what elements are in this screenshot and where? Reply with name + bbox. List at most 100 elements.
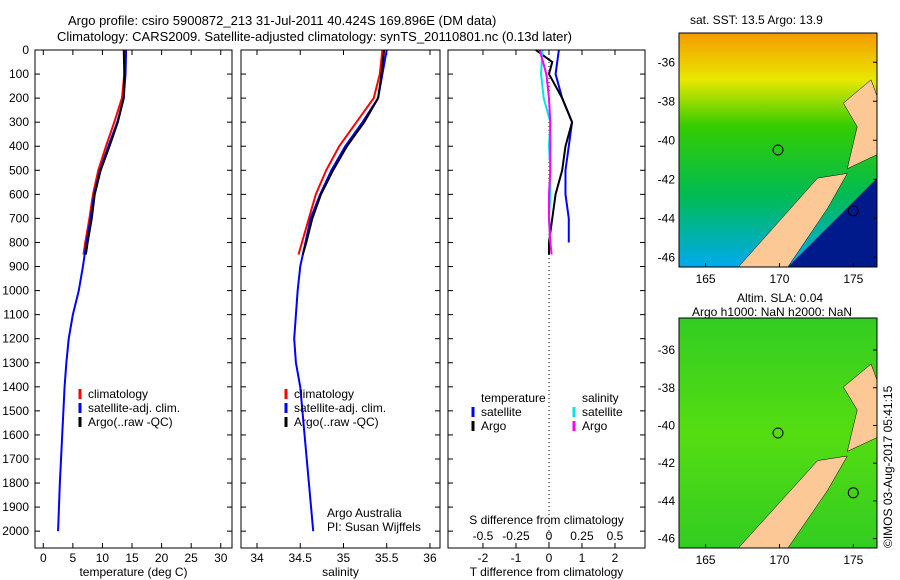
y-tick-label: 500	[9, 163, 29, 177]
x-tick-label: 0	[546, 551, 553, 565]
credit-pi: PI: Susan Wijffels	[327, 520, 421, 534]
y-tick-label: 1600	[2, 428, 29, 442]
y-tick-label: 200	[9, 91, 29, 105]
y-tick-label: 1500	[2, 404, 29, 418]
y-tick-label: 100	[9, 67, 29, 81]
y-tick-label: 800	[9, 235, 29, 249]
x-tick-label: 0	[40, 551, 47, 565]
x-tick-label: 2	[612, 551, 619, 565]
legend-header: temperature	[481, 391, 546, 405]
lon-tick-label: 165	[696, 272, 716, 286]
lon-tick-label: 170	[769, 272, 789, 286]
y-tick-label: 0	[22, 43, 29, 57]
legend-label: satellite-adj. clim.	[294, 401, 386, 415]
y-tick-label: 700	[9, 211, 29, 225]
map-frame	[678, 317, 878, 549]
argo-location-marker	[772, 144, 784, 156]
x-tick-label: 1	[579, 551, 586, 565]
series-argo-raw-qc-	[301, 49, 386, 255]
legend-label: Argo(..raw -QC)	[88, 415, 173, 429]
y-tick-label: 1400	[2, 380, 29, 394]
lon-tick-label: 170	[769, 553, 789, 567]
y-tick-label: 1100	[3, 308, 29, 322]
x-tick-label: 35.5	[375, 551, 399, 565]
legend-label: satellite	[481, 405, 522, 419]
lat-tick-label: -44	[658, 211, 676, 225]
lat-tick-label: -44	[658, 494, 676, 508]
x-tick-label: -2	[478, 551, 489, 565]
x2-tick-label: 0	[546, 529, 553, 543]
x2-tick-label: -0.5	[473, 529, 494, 543]
map-frame	[678, 32, 878, 268]
series-satellite-adj-clim-	[57, 49, 128, 532]
legend-header: salinity	[582, 391, 619, 405]
map2-title2: Argo h1000: NaN h2000: NaN	[692, 305, 853, 319]
series-t-argo	[535, 49, 574, 255]
y-tick-label: 1700	[2, 452, 29, 466]
legend-label: climatology	[88, 387, 148, 401]
x-tick-label: 5	[70, 551, 77, 565]
y-tick-label: 400	[9, 139, 29, 153]
series-t-satellite	[554, 49, 574, 243]
legend-label: climatology	[294, 387, 354, 401]
x2-tick-label: -0.25	[502, 529, 530, 543]
x-tick-label: 25	[185, 551, 199, 565]
legend-label: Argo	[582, 419, 608, 433]
title-line1: Argo profile: csiro 5900872_213 31-Jul-2…	[68, 13, 497, 28]
legend-label: Argo	[481, 419, 507, 433]
plot-frame	[447, 49, 646, 549]
plot-frame	[240, 49, 441, 549]
lon-tick-label: 165	[696, 553, 716, 567]
panel-difference: -2 -1 0 1 2T difference from climatology S di…	[447, 49, 646, 579]
y-tick-label: 2000	[2, 524, 29, 538]
panel-temperature: 0 5 10 15 20 25 300100200300400500600700800900…	[2, 43, 233, 579]
lat-tick-label: -38	[658, 94, 676, 108]
x-tick-label: 35	[337, 551, 351, 565]
lat-tick-label: -42	[658, 172, 676, 186]
x-tick-label: 10	[96, 551, 110, 565]
title-line2: Climatology: CARS2009. Satellite-adjuste…	[57, 29, 572, 44]
y-tick-label: 1900	[2, 500, 29, 514]
lon-tick-label: 175	[843, 553, 863, 567]
lat-tick-label: -46	[658, 250, 676, 264]
lat-tick-label: -40	[658, 133, 676, 147]
x-axis-label: temperature (deg C)	[79, 565, 187, 579]
series-argo-raw-qc-	[84, 49, 126, 255]
lat-tick-label: -40	[658, 418, 676, 432]
sla-map: -36 -38 -40 -42 -44 -46 165 170 175	[658, 317, 878, 567]
footer-timestamp: ©IMOS 03-Aug-2017 05:41:15	[881, 385, 895, 548]
lat-tick-label: -46	[658, 532, 676, 546]
legend-label: satellite	[582, 405, 623, 419]
x-axis-label: T difference from climatology	[470, 565, 624, 579]
y-tick-label: 1800	[2, 476, 29, 490]
lat-tick-label: -42	[658, 456, 676, 470]
lat-tick-label: -36	[658, 343, 676, 357]
lon-tick-label: 175	[843, 272, 863, 286]
series-s-argo	[538, 49, 553, 255]
cold-water	[787, 178, 877, 267]
eddy-marker	[847, 205, 859, 217]
x-tick-label: 15	[125, 551, 139, 565]
x-tick-label: 34.5	[289, 551, 313, 565]
x2-tick-label: 0.25	[570, 529, 594, 543]
x-tick-label: -1	[511, 551, 522, 565]
panel-salinity: 34 34.5 35 35.5 36 salinity climatologysatelli…	[240, 49, 441, 579]
y-tick-label: 600	[9, 187, 29, 201]
y-tick-label: 900	[9, 260, 29, 274]
x2-axis-label: S difference from climatology	[469, 513, 624, 527]
argo-location-marker	[772, 427, 784, 439]
eddy-marker	[847, 487, 859, 499]
legend-label: satellite-adj. clim.	[88, 401, 180, 415]
x-tick-label: 20	[155, 551, 169, 565]
y-tick-label: 1200	[2, 332, 29, 346]
credit-org: Argo Australia	[327, 506, 402, 520]
legend-label: Argo(..raw -QC)	[294, 415, 379, 429]
y-tick-label: 300	[9, 115, 29, 129]
lat-tick-label: -36	[658, 55, 676, 69]
map1-title: sat. SST: 13.5 Argo: 13.9	[690, 13, 823, 27]
plot-frame	[34, 49, 233, 549]
x-tick-label: 36	[423, 551, 437, 565]
series-climatology	[297, 49, 384, 255]
